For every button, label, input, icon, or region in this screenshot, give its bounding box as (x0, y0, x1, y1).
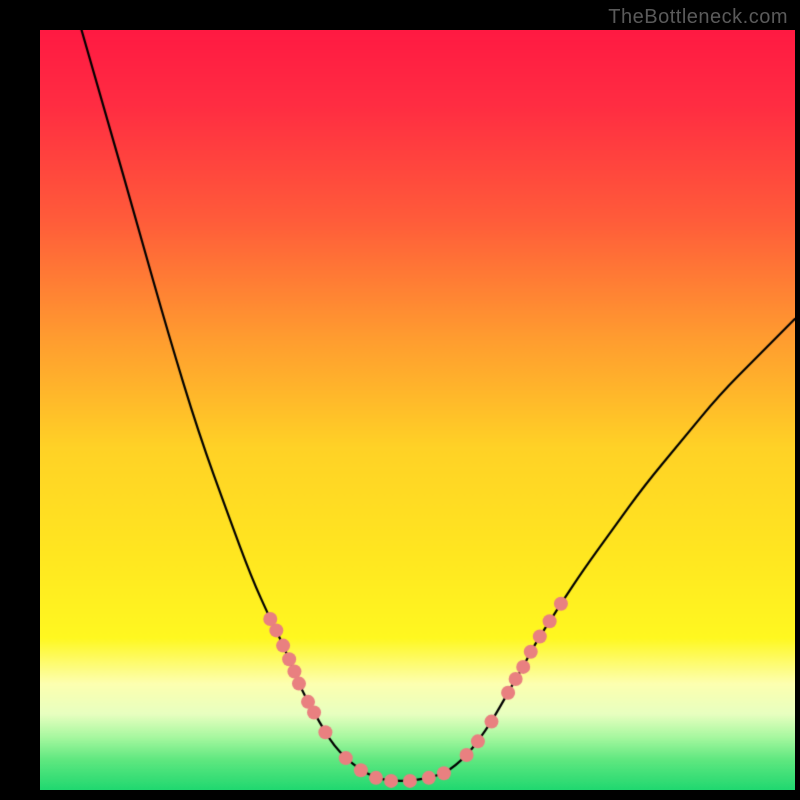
chart-area (40, 30, 795, 790)
watermark-text: TheBottleneck.com (608, 6, 788, 29)
chart-canvas (40, 30, 795, 790)
